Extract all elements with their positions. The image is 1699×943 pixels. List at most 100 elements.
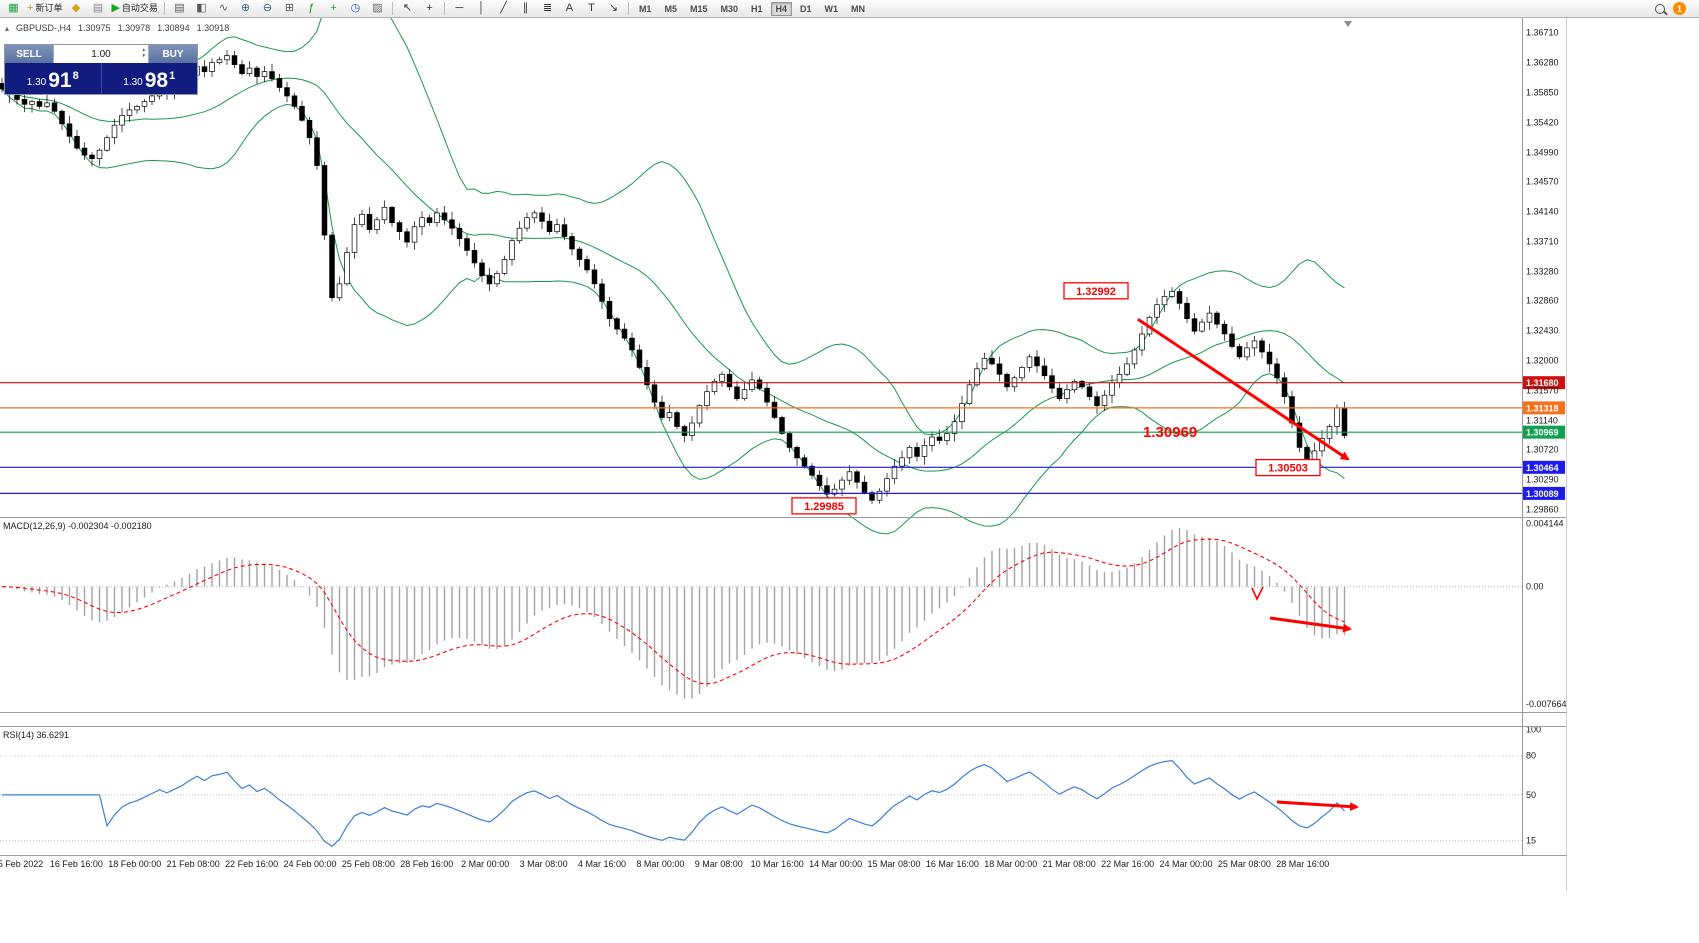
- timeframe-h4[interactable]: H4: [770, 1, 793, 16]
- arrows-tool-icon[interactable]: ↘: [603, 1, 624, 16]
- svg-text:50: 50: [1526, 790, 1536, 800]
- ask-price[interactable]: 1.30 98 1: [102, 63, 198, 94]
- fibonacci-tool-icon[interactable]: ≣: [537, 1, 558, 16]
- chart-canvas[interactable]: 1.316801.313181.309691.304641.300891.367…: [0, 18, 1566, 873]
- ask-pipette: 1: [169, 70, 176, 82]
- timeframe-m30[interactable]: M30: [720, 3, 738, 14]
- new-chart-icon[interactable]: ▦: [3, 1, 24, 16]
- one-click-collapse-icon[interactable]: ▴: [5, 23, 10, 33]
- svg-text:1.31570: 1.31570: [1526, 385, 1559, 395]
- timeframe-mn[interactable]: MN: [851, 3, 866, 14]
- price-tag: [1523, 460, 1565, 474]
- svg-text:8 Mar 00:00: 8 Mar 00:00: [636, 859, 684, 869]
- chart-shift-marker-icon[interactable]: [1344, 21, 1352, 27]
- svg-text:1.36280: 1.36280: [1526, 58, 1559, 68]
- svg-text:1.34990: 1.34990: [1526, 147, 1559, 157]
- cursor-tool-icon[interactable]: ↖: [397, 1, 418, 16]
- svg-text:22 Mar 16:00: 22 Mar 16:00: [1101, 859, 1154, 869]
- new-order-button[interactable]: + 新订单: [25, 1, 64, 16]
- price-tag: [1523, 486, 1565, 500]
- svg-text:21 Mar 08:00: 21 Mar 08:00: [1043, 859, 1096, 869]
- tile-windows-icon: ⊞: [284, 2, 295, 14]
- svg-text:4 Mar 16:00: 4 Mar 16:00: [578, 859, 626, 869]
- vline-tool-icon[interactable]: │: [471, 1, 492, 16]
- trendline-tool-icon[interactable]: ╱: [493, 1, 514, 16]
- charts-group-icon[interactable]: ▤: [87, 1, 108, 16]
- svg-text:18 Feb 00:00: 18 Feb 00:00: [108, 859, 161, 869]
- toolbar: ▦ + 新订单 ◆ ▤ ▶ 自动交易 ▤ ◧ ∿ ⊕ ⊖ ⊞ ƒ + ◷ ▨ ↖ + ─ │ ╱ ∥ ≣ A T ↘ M1 M5 M15 M…: [0, 0, 1699, 18]
- svg-text:18 Mar 00:00: 18 Mar 00:00: [984, 859, 1037, 869]
- zoom-out-icon[interactable]: ⊖: [257, 1, 278, 16]
- annotations[interactable]: 1.32992 1.30969 1.30503 1.29985: [791, 282, 1359, 812]
- templates-icon: ▨: [372, 2, 383, 14]
- period-clock-icon[interactable]: ◷: [345, 1, 366, 16]
- pane-separators[interactable]: [0, 18, 1566, 856]
- search-icon[interactable]: [1655, 3, 1665, 14]
- svg-text:0.00: 0.00: [1526, 582, 1544, 592]
- svg-text:1.35850: 1.35850: [1526, 87, 1559, 97]
- price-label-box: [1255, 458, 1321, 477]
- line-chart-mode-icon[interactable]: ∿: [213, 1, 234, 16]
- channel-tool-icon[interactable]: ∥: [515, 1, 536, 16]
- indicators-icon[interactable]: ƒ: [301, 1, 322, 16]
- notification-badge[interactable]: 1: [1673, 2, 1686, 15]
- bid-price[interactable]: 1.30 91 8: [5, 63, 101, 94]
- text-tool-icon[interactable]: A: [559, 1, 580, 16]
- buy-button[interactable]: BUY: [149, 45, 197, 63]
- timeframe-m15[interactable]: M15: [689, 3, 708, 14]
- svg-text:1.30503: 1.30503: [1268, 463, 1308, 475]
- label-tool-icon: T: [588, 2, 595, 14]
- volume-input[interactable]: 1.00 ▲ ▼: [53, 45, 149, 63]
- zoom-in-icon: ⊕: [240, 2, 251, 14]
- svg-text:100: 100: [1526, 725, 1541, 735]
- svg-text:24 Mar 00:00: 24 Mar 00:00: [1159, 859, 1212, 869]
- crosshair-tool-icon[interactable]: +: [419, 1, 440, 16]
- svg-text:3 Mar 08:00: 3 Mar 08:00: [520, 859, 568, 869]
- timeframe-w1[interactable]: W1: [824, 3, 839, 14]
- timeframe-d1[interactable]: D1: [800, 3, 812, 14]
- hline-tool-icon[interactable]: ─: [449, 1, 470, 16]
- svg-text:1.32000: 1.32000: [1526, 355, 1559, 365]
- rsi-label: RSI(14) 36.6291: [3, 730, 69, 740]
- bollinger-bands: [1, 18, 1345, 535]
- add-indicator-icon[interactable]: +: [323, 1, 344, 16]
- svg-text:-0.007664: -0.007664: [1526, 699, 1566, 709]
- arrows-tool-icon: ↘: [608, 2, 619, 14]
- text-tool-icon: A: [565, 2, 574, 14]
- sell-button[interactable]: SELL: [5, 45, 53, 63]
- price-label-box: [1063, 282, 1129, 300]
- bar-chart-mode-icon[interactable]: ▤: [169, 1, 190, 16]
- svg-text:1.30720: 1.30720: [1526, 444, 1559, 454]
- time-axis: 15 Feb 2022 16 Feb 16:00 18 Feb 00:00 21 Fe…: [0, 859, 1329, 869]
- tile-windows-icon[interactable]: ⊞: [279, 1, 300, 16]
- svg-text:10 Mar 16:00: 10 Mar 16:00: [751, 859, 804, 869]
- templates-icon[interactable]: ▨: [367, 1, 388, 16]
- candlestick-mode-icon[interactable]: ◧: [191, 1, 212, 16]
- new-chart-icon: ▦: [8, 2, 19, 14]
- svg-text:1.36710: 1.36710: [1526, 28, 1559, 38]
- svg-text:25 Mar 08:00: 25 Mar 08:00: [1218, 859, 1271, 869]
- price-annotation-text: 1.30969: [1143, 424, 1197, 441]
- zoom-in-icon[interactable]: ⊕: [235, 1, 256, 16]
- zoom-out-icon: ⊖: [262, 2, 273, 14]
- channel-tool-icon: ∥: [522, 2, 529, 14]
- svg-text:1.33710: 1.33710: [1526, 236, 1559, 246]
- auto-trading-button[interactable]: ▶ 自动交易: [109, 1, 159, 16]
- volume-spinner[interactable]: ▲ ▼: [141, 47, 146, 58]
- label-tool-icon[interactable]: T: [581, 1, 602, 16]
- svg-text:28 Mar 16:00: 28 Mar 16:00: [1276, 859, 1329, 869]
- profiles-icon[interactable]: ◆: [65, 1, 86, 16]
- timeframe-m5[interactable]: M5: [664, 3, 677, 14]
- timeframe-m1[interactable]: M1: [638, 3, 652, 14]
- svg-text:1.34140: 1.34140: [1526, 206, 1559, 216]
- rsi-arrow: [1276, 800, 1359, 812]
- svg-text:25 Feb 08:00: 25 Feb 08:00: [342, 859, 395, 869]
- chart-window[interactable]: 1.31680 1.31318 1.30969 1.30464 1.30089 1.367…: [0, 18, 1567, 891]
- timeframe-h1[interactable]: H1: [751, 3, 763, 14]
- one-click-trading-panel: SELL 1.00 ▲ ▼ BUY 1.30 91 8 1.30 98 1: [4, 44, 198, 95]
- svg-text:24 Feb 00:00: 24 Feb 00:00: [283, 859, 336, 869]
- svg-text:1.33280: 1.33280: [1526, 266, 1559, 276]
- period-clock-icon: ◷: [350, 2, 361, 14]
- svg-text:1.31680: 1.31680: [1526, 378, 1559, 388]
